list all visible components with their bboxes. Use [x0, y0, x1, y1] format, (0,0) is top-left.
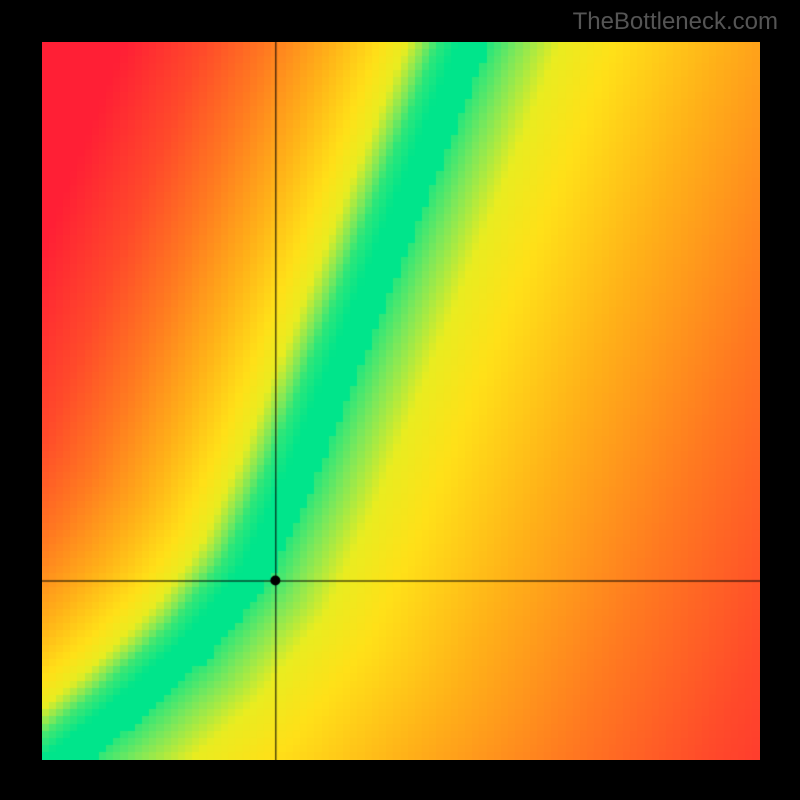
- heatmap-canvas: [42, 42, 760, 760]
- watermark-text: TheBottleneck.com: [573, 8, 778, 36]
- heatmap-plot: [42, 42, 760, 760]
